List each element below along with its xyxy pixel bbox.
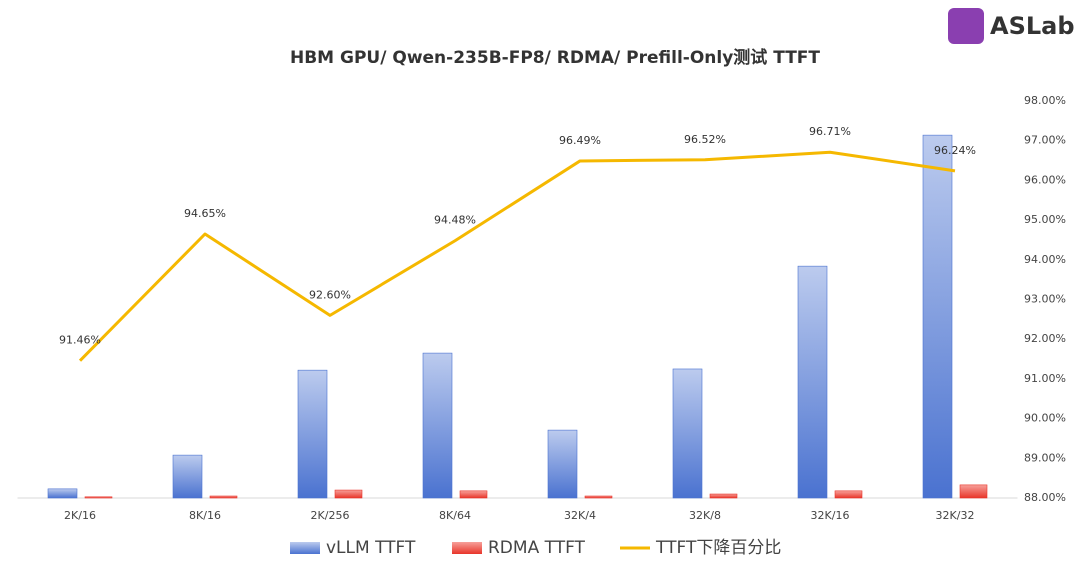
y2-tick-label: 92.00%: [1024, 332, 1066, 345]
data-label: 96.52%: [684, 133, 726, 146]
y2-tick-label: 93.00%: [1024, 293, 1066, 306]
legend-label: TTFT下降百分比: [655, 538, 781, 558]
y2-tick-label: 94.00%: [1024, 253, 1066, 266]
x-tick-label: 32K/32: [936, 509, 975, 522]
x-tick-label: 8K/64: [439, 509, 471, 522]
data-label: 92.60%: [309, 288, 351, 301]
bar: [797, 265, 828, 499]
bar: [47, 488, 78, 499]
bar: [922, 134, 953, 499]
x-tick-label: 32K/16: [811, 509, 850, 522]
bar: [834, 490, 863, 499]
bar: [172, 454, 203, 499]
y2-tick-label: 96.00%: [1024, 173, 1066, 186]
bar: [584, 495, 613, 499]
y2-tick-label: 90.00%: [1024, 412, 1066, 425]
data-label: 94.48%: [434, 214, 476, 227]
y2-tick-label: 98.00%: [1024, 94, 1066, 107]
legend-label: RDMA TTFT: [488, 538, 586, 558]
y2-tick-label: 88.00%: [1024, 491, 1066, 504]
legend-swatch: [452, 542, 482, 554]
x-tick-label: 32K/4: [564, 509, 596, 522]
chart-title: HBM GPU/ Qwen-235B-FP8/ RDMA/ Prefill-On…: [290, 47, 820, 68]
bar: [672, 368, 703, 499]
data-label: 96.24%: [934, 144, 976, 157]
y2-tick-label: 97.00%: [1024, 134, 1066, 147]
bar: [334, 489, 363, 499]
bar: [959, 484, 988, 499]
data-label: 96.71%: [809, 125, 851, 138]
y2-tick-label: 91.00%: [1024, 372, 1066, 385]
bar: [709, 493, 738, 499]
y2-tick-label: 89.00%: [1024, 451, 1066, 464]
bar: [547, 429, 578, 499]
bar: [422, 352, 453, 499]
data-label: 94.65%: [184, 207, 226, 220]
logo-text: ASLab: [990, 12, 1075, 40]
y2-tick-label: 95.00%: [1024, 213, 1066, 226]
bar: [459, 490, 488, 499]
legend-swatch: [290, 542, 320, 554]
bar: [297, 369, 328, 499]
logo-icon: [948, 8, 984, 44]
x-tick-label: 32K/8: [689, 509, 721, 522]
data-label: 96.49%: [559, 134, 601, 147]
line: [78, 150, 956, 362]
x-tick-label: 2K/16: [64, 509, 96, 522]
legend-label: vLLM TTFT: [326, 538, 416, 558]
data-label: 91.46%: [59, 334, 101, 347]
x-tick-label: 8K/16: [189, 509, 221, 522]
bar: [209, 495, 238, 499]
bar: [84, 496, 113, 499]
x-tick-label: 2K/256: [311, 509, 350, 522]
